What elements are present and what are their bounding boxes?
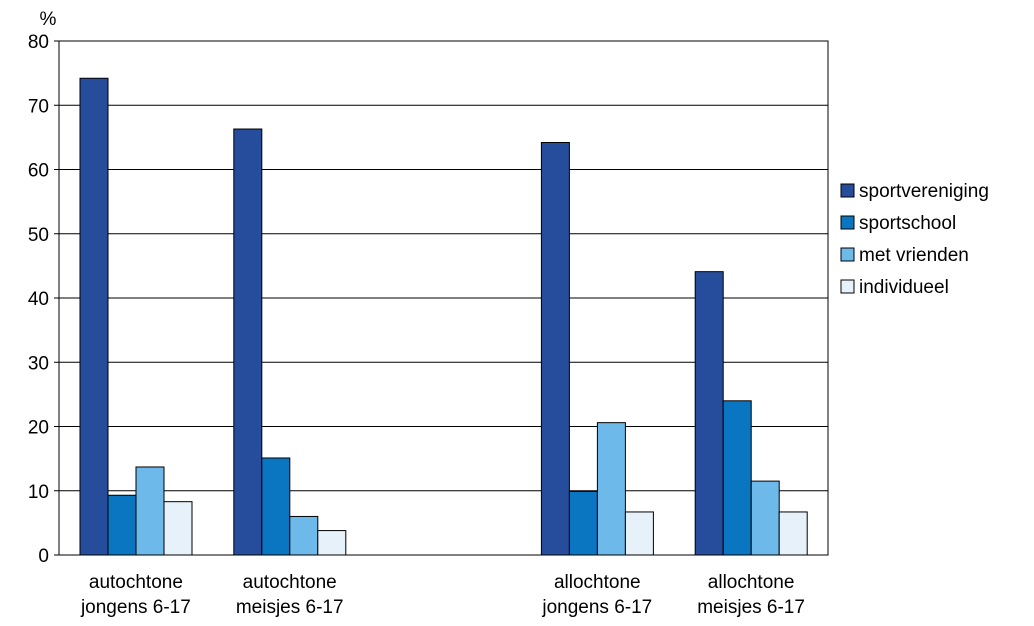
y-tick-label: 40 xyxy=(28,289,49,310)
bar-sportschool-1 xyxy=(261,457,291,556)
x-category-label-line2: jongens 6-17 xyxy=(541,597,652,618)
bar-met-vrienden-0 xyxy=(135,466,165,556)
bar-sportvereniging-0 xyxy=(79,77,109,556)
bar-sportvereniging-3 xyxy=(694,271,724,556)
y-axis: % 0 10 20 30 40 50 60 70 80 xyxy=(28,9,59,567)
bar-individueel-2 xyxy=(624,511,654,556)
x-category-label-line1: autochtone xyxy=(89,572,183,593)
legend-label-sportschool: sportschool xyxy=(859,213,956,234)
bar-met-vrienden-2 xyxy=(596,422,626,556)
y-tick-label: 60 xyxy=(28,161,49,182)
x-category-label-line2: meisjes 6-17 xyxy=(697,597,805,618)
legend-swatch-sportvereniging xyxy=(840,183,855,198)
x-category-label-line1: allochtone xyxy=(708,572,795,593)
legend-label-met-vrienden: met vrienden xyxy=(859,245,969,266)
y-tick-label: 80 xyxy=(28,32,49,53)
gridlines xyxy=(59,104,828,492)
bar-individueel-0 xyxy=(163,501,193,556)
legend: sportvereniging sportschool met vrienden in… xyxy=(840,181,989,298)
bar-individueel-1 xyxy=(317,530,347,556)
x-category-label-line1: allochtone xyxy=(554,572,641,593)
bar-sportschool-2 xyxy=(568,490,598,556)
y-tick-label: 30 xyxy=(28,353,49,374)
y-axis-unit-label: % xyxy=(40,9,57,30)
bar-met-vrienden-3 xyxy=(750,480,780,556)
y-tick-label: 0 xyxy=(38,546,49,567)
x-category-label-line1: autochtone xyxy=(243,572,337,593)
bar-sportschool-0 xyxy=(107,494,137,556)
y-tick-label: 70 xyxy=(28,96,49,117)
y-tick-label: 10 xyxy=(28,482,49,503)
legend-swatch-individueel xyxy=(840,279,855,294)
bar-sportvereniging-2 xyxy=(540,142,570,556)
legend-swatch-sportschool xyxy=(840,215,855,230)
bar-individueel-3 xyxy=(778,511,808,556)
y-tick-label: 50 xyxy=(28,225,49,246)
bar-sportschool-3 xyxy=(722,400,752,556)
legend-swatch-met-vrienden xyxy=(840,247,855,262)
legend-label-individueel: individueel xyxy=(859,277,949,298)
legend-label-sportvereniging: sportvereniging xyxy=(859,181,989,202)
bar-sportvereniging-1 xyxy=(233,128,263,556)
x-category-label-line2: jongens 6-17 xyxy=(80,597,191,618)
x-category-label-line2: meisjes 6-17 xyxy=(236,597,344,618)
bars xyxy=(79,77,808,556)
bar-met-vrienden-1 xyxy=(289,515,319,556)
y-tick-label: 20 xyxy=(28,418,49,439)
x-axis: autochtone jongens 6-17 autochtone meisjes … xyxy=(80,572,805,618)
